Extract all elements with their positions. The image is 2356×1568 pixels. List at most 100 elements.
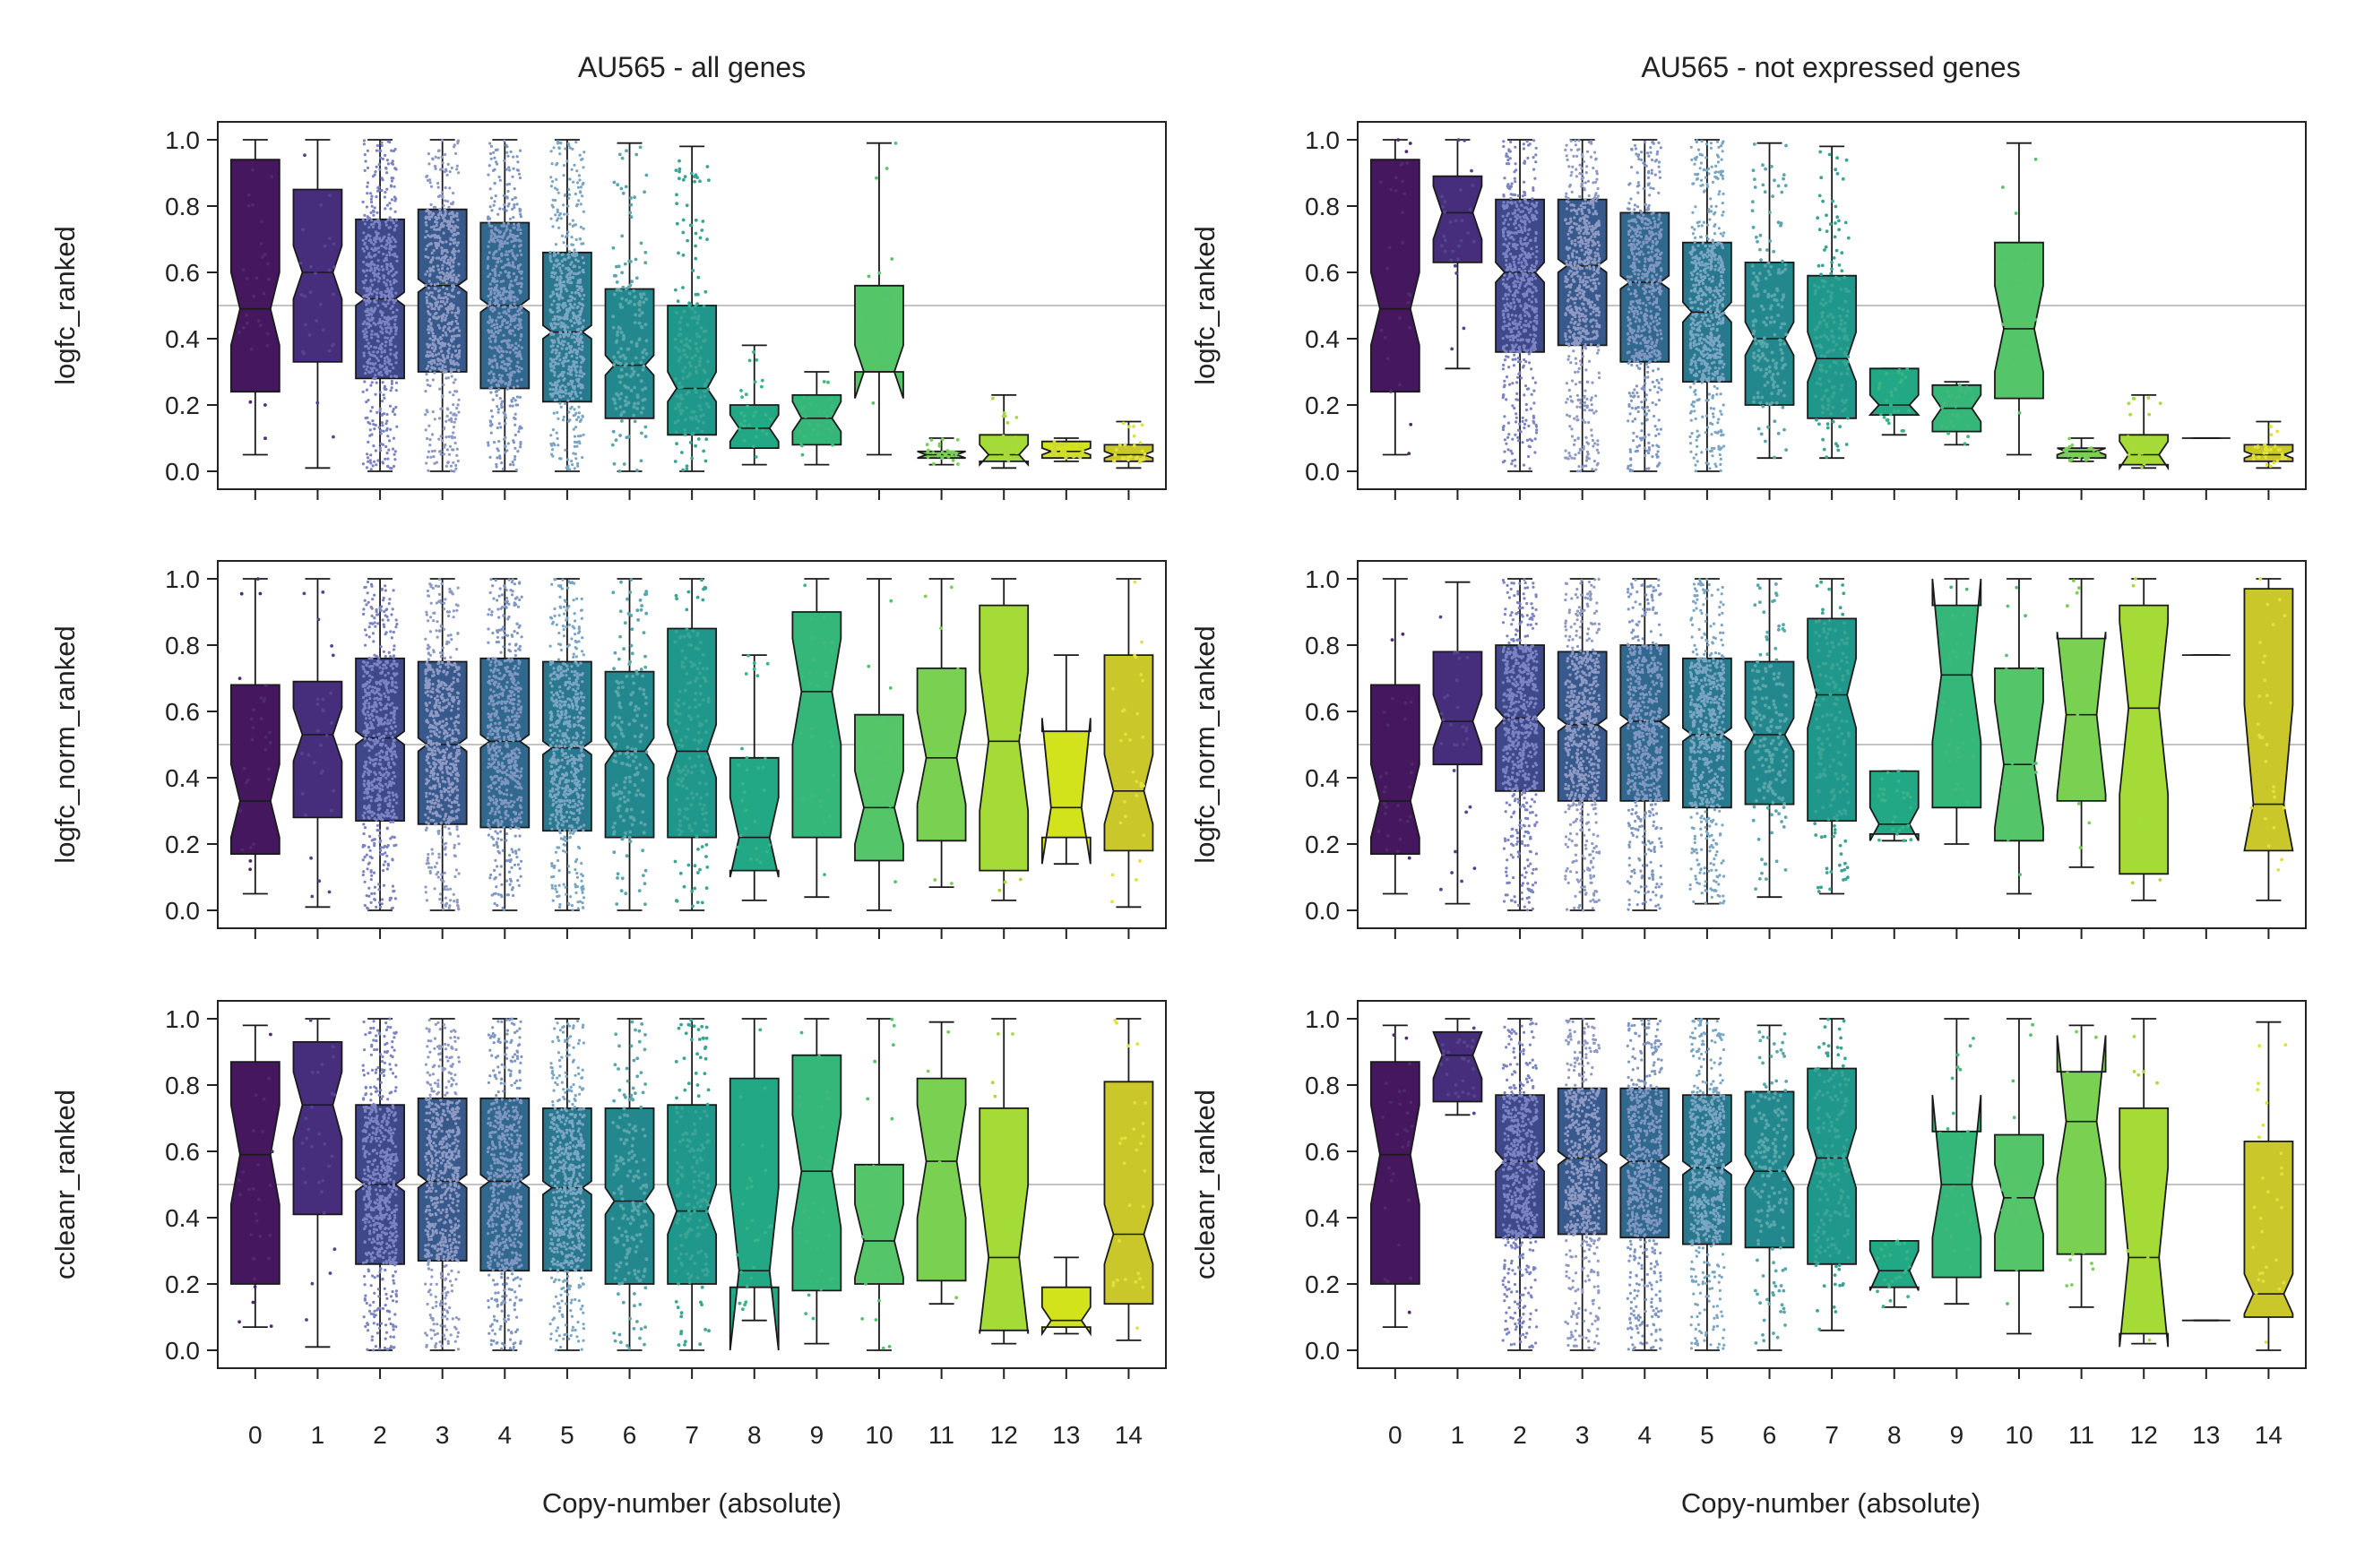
x-tick-label: 12 — [2130, 1421, 2158, 1449]
box-group — [479, 139, 531, 472]
x-tick-label: 6 — [623, 1421, 637, 1449]
box-group — [1103, 578, 1154, 909]
points-group — [237, 1032, 274, 1328]
y-tick-label: 0.0 — [1305, 458, 1340, 486]
box-group — [1807, 578, 1858, 895]
y-tick-label: 0.4 — [1305, 325, 1340, 353]
panel-1-1: 0.0 0.2 0.4 0.6 0.8 1.0 logfc_norm_ranked — [1189, 560, 2307, 939]
box-group — [355, 139, 405, 472]
box — [729, 756, 780, 878]
box-group — [2056, 578, 2107, 868]
box-group — [979, 1018, 1030, 1345]
box — [791, 394, 842, 446]
points-group — [1939, 383, 1974, 446]
points-group — [1877, 367, 1912, 433]
points-group — [1813, 580, 1851, 893]
box-group — [2243, 1021, 2294, 1351]
points-group — [860, 1017, 896, 1350]
box-group — [1744, 142, 1795, 460]
points-group — [1501, 139, 1539, 470]
points-group — [548, 140, 586, 471]
box-group — [1682, 139, 1732, 473]
y-tick-label: 0.2 — [165, 1271, 200, 1298]
box — [729, 1077, 780, 1351]
points-group — [2063, 579, 2100, 849]
box-group — [917, 437, 966, 466]
box — [1369, 1061, 1420, 1285]
y-tick-label: 0.8 — [1305, 632, 1340, 659]
points-group — [2251, 425, 2288, 469]
box — [791, 1054, 842, 1292]
points-group — [2126, 1035, 2162, 1342]
box-group — [292, 578, 343, 909]
x-tick-label: 11 — [2068, 1421, 2094, 1449]
x-tick-label: 9 — [810, 1421, 824, 1449]
x-tick-label: 9 — [1950, 1421, 1964, 1449]
panels-group: 0.0 0.2 0.4 0.6 0.8 1.0 logfc_ranked 0.00.20.40… — [49, 121, 2307, 1449]
x-tick-label: 10 — [865, 1421, 893, 1449]
box-group — [1557, 1017, 1608, 1351]
box-group — [1432, 1018, 1483, 1116]
panel-frame — [217, 560, 1167, 929]
x-tick-label: 8 — [1887, 1421, 1902, 1449]
points-group — [1440, 138, 1476, 351]
points-group — [2001, 157, 2038, 415]
box-group — [2119, 577, 2170, 901]
points-group — [2126, 577, 2163, 885]
points-group — [1564, 577, 1601, 912]
y-axis-label: ccleanr_ranked — [1189, 1090, 1221, 1279]
box-group — [1868, 367, 1920, 436]
x-tick-label: 6 — [1763, 1421, 1777, 1449]
box — [1103, 1081, 1154, 1305]
box-group — [667, 145, 718, 472]
box — [916, 668, 967, 842]
points-group — [548, 578, 586, 912]
y-tick-label: 1.0 — [165, 565, 200, 593]
points-group — [1626, 578, 1663, 911]
points-group — [985, 1032, 1021, 1298]
y-tick-label: 0.6 — [1305, 1138, 1340, 1166]
box-group — [854, 578, 904, 911]
box-group — [542, 139, 592, 472]
box-group — [1495, 1018, 1545, 1351]
points-group — [861, 599, 898, 883]
points-group — [988, 396, 1023, 462]
box — [1744, 660, 1795, 806]
points-group — [926, 1030, 960, 1300]
points-group — [1501, 578, 1539, 912]
x-tick-label: 0 — [1388, 1421, 1402, 1449]
box-group — [667, 1018, 718, 1351]
box — [791, 611, 842, 839]
box-group — [729, 653, 780, 901]
points-group — [486, 139, 523, 472]
x-tick-label: 5 — [1700, 1421, 1714, 1449]
y-tick-label: 1.0 — [1305, 1005, 1340, 1033]
panel-frame — [1357, 1000, 2307, 1369]
box-group — [417, 139, 468, 473]
points-group — [361, 1017, 399, 1352]
box — [1868, 367, 1920, 416]
box-group — [542, 578, 592, 912]
points-group — [736, 1028, 773, 1312]
panel-1-0: 0.0 0.2 0.4 0.6 0.8 1.0 logfc_norm_ranked — [49, 560, 1167, 939]
points-group — [237, 168, 274, 441]
points-group — [1877, 769, 1913, 842]
y-tick-label: 0.6 — [165, 259, 200, 287]
box-group — [854, 142, 904, 456]
y-tick-label: 0.6 — [1305, 259, 1340, 287]
points-group — [361, 580, 399, 911]
box — [1931, 578, 1982, 809]
points-group — [2062, 436, 2100, 462]
y-axis-label: logfc_ranked — [49, 226, 81, 385]
box — [854, 1163, 904, 1285]
points-group — [1051, 440, 1085, 461]
box — [292, 1041, 343, 1216]
box-group — [2243, 420, 2294, 470]
y-axis-label: logfc_norm_ranked — [49, 625, 81, 863]
box-group — [1619, 1018, 1670, 1351]
panel-frame — [217, 121, 1167, 490]
points-group — [1750, 1030, 1789, 1345]
x-tick-label: 10 — [2005, 1421, 2032, 1449]
box — [2243, 1141, 2294, 1318]
